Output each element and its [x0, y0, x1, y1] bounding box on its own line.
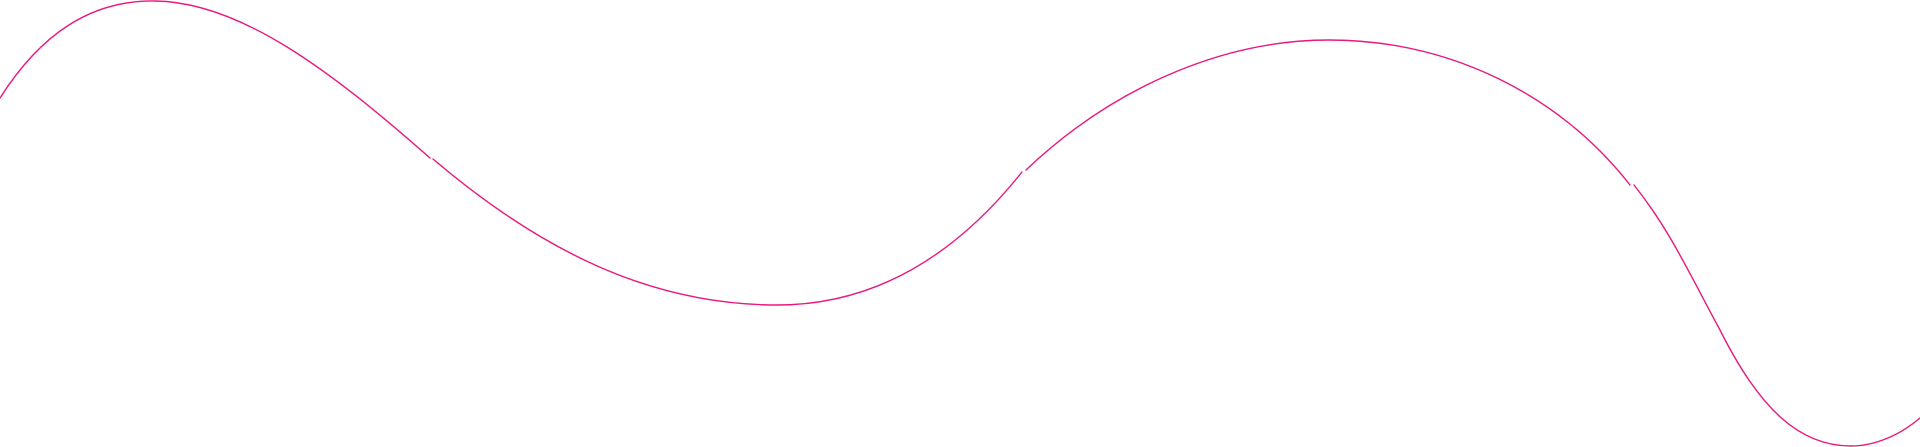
wave-segment-1 — [0, 0, 431, 159]
wave-segment-4 — [1633, 184, 1920, 447]
wave-segment-2 — [432, 158, 1023, 306]
wave-segment-3 — [1025, 39, 1631, 186]
